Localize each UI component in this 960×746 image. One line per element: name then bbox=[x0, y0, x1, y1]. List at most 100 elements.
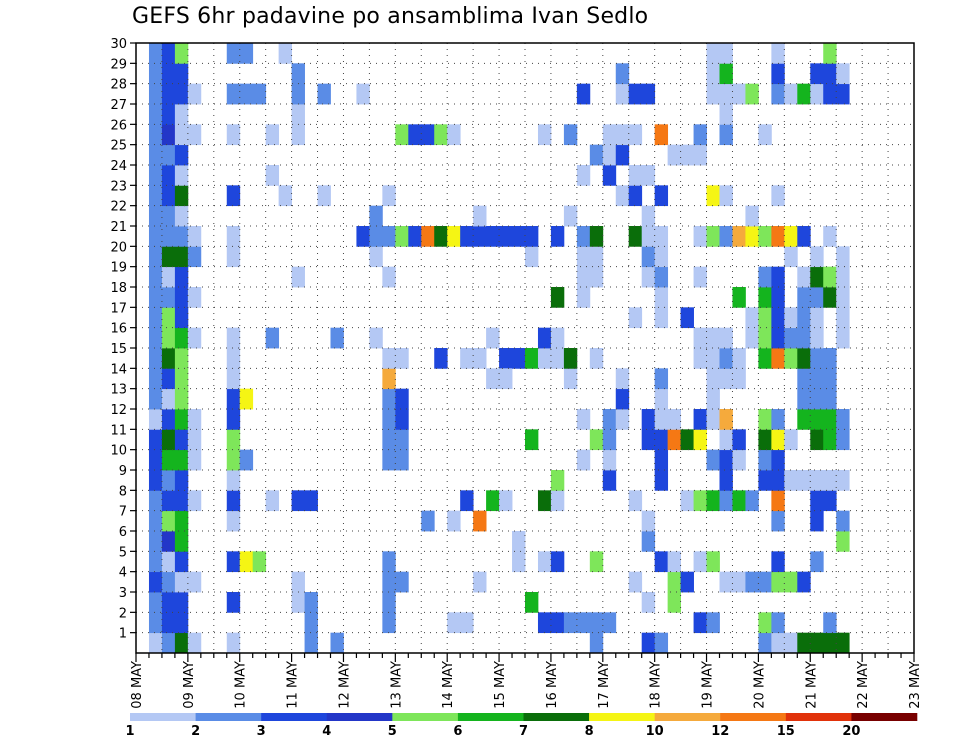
heatmap-cell bbox=[615, 83, 630, 105]
y-tick-label: 25 bbox=[110, 139, 127, 154]
heatmap-cell bbox=[395, 571, 409, 593]
legend-swatch bbox=[195, 713, 262, 721]
y-tick-label: 29 bbox=[110, 57, 127, 72]
heatmap-cell bbox=[382, 592, 396, 613]
heatmap-cell bbox=[486, 327, 500, 349]
heatmap-cell bbox=[758, 612, 772, 634]
heatmap-cell bbox=[148, 226, 163, 247]
heatmap-cell bbox=[771, 490, 785, 512]
heatmap-cell bbox=[291, 124, 305, 146]
heatmap-cell bbox=[148, 83, 163, 105]
heatmap-cell bbox=[563, 368, 578, 390]
heatmap-cell bbox=[161, 287, 176, 308]
heatmap-cell bbox=[641, 632, 656, 654]
heatmap-cell bbox=[823, 63, 837, 85]
heatmap-cell bbox=[823, 429, 837, 451]
heatmap-cell bbox=[706, 449, 720, 471]
heatmap-cell bbox=[161, 83, 176, 105]
x-tick-label: 12 MAY bbox=[338, 661, 353, 709]
heatmap-cell bbox=[693, 266, 707, 288]
heatmap-cell bbox=[161, 449, 176, 471]
heatmap-cell bbox=[758, 226, 772, 247]
heatmap-cell bbox=[810, 246, 824, 268]
heatmap-cell bbox=[654, 226, 669, 247]
heatmap-cell bbox=[187, 226, 202, 247]
cells-layer bbox=[148, 43, 850, 654]
heatmap-cell bbox=[836, 246, 850, 268]
heatmap-cell bbox=[771, 551, 785, 573]
heatmap-cell bbox=[174, 307, 189, 329]
heatmap-cell bbox=[356, 226, 370, 247]
heatmap-cell bbox=[187, 83, 202, 105]
heatmap-cell bbox=[680, 490, 694, 512]
heatmap-cell bbox=[602, 449, 617, 471]
heatmap-cell bbox=[512, 348, 526, 369]
heatmap-cell bbox=[823, 632, 837, 654]
heatmap-cell bbox=[330, 632, 344, 654]
heatmap-cell bbox=[810, 632, 824, 654]
heatmap-cell bbox=[148, 531, 163, 552]
y-tick-label: 13 bbox=[110, 383, 127, 398]
heatmap-cell bbox=[641, 83, 656, 105]
legend-swatch bbox=[261, 713, 328, 721]
y-tick-label: 11 bbox=[110, 423, 127, 438]
heatmap-cell bbox=[161, 531, 176, 552]
heatmap-cell bbox=[771, 510, 785, 532]
heatmap-cell bbox=[537, 327, 552, 349]
y-tick-label: 23 bbox=[110, 179, 127, 194]
heatmap-cell bbox=[226, 409, 241, 430]
x-tick-label: 09 MAY bbox=[182, 661, 197, 709]
heatmap-cell bbox=[161, 551, 176, 573]
axis-layer: 1234567891011121314151617181920212223242… bbox=[110, 37, 923, 709]
heatmap-cell bbox=[784, 226, 798, 247]
heatmap-cell bbox=[732, 368, 746, 390]
heatmap-cell bbox=[810, 63, 824, 85]
heatmap-cell bbox=[174, 632, 189, 654]
heatmap-cell bbox=[797, 409, 811, 430]
heatmap-cell bbox=[174, 63, 189, 85]
heatmap-cell bbox=[797, 470, 811, 491]
y-tick-label: 16 bbox=[110, 322, 127, 337]
heatmap-cell bbox=[745, 83, 759, 105]
legend-label: 7 bbox=[519, 724, 528, 739]
heatmap-cell bbox=[784, 571, 798, 593]
heatmap-cell bbox=[654, 470, 669, 491]
heatmap-cell bbox=[576, 165, 591, 186]
heatmap-cell bbox=[836, 510, 850, 532]
legend-swatch bbox=[851, 713, 918, 721]
heatmap-cell bbox=[473, 205, 487, 227]
y-tick-label: 8 bbox=[119, 484, 127, 499]
heatmap-cell bbox=[615, 388, 630, 410]
heatmap-cell bbox=[615, 144, 630, 166]
heatmap-cell bbox=[810, 409, 824, 430]
heatmap-cell bbox=[706, 185, 720, 207]
heatmap-cell bbox=[525, 592, 539, 613]
heatmap-cell bbox=[836, 327, 850, 349]
legend-label: 10 bbox=[646, 724, 664, 739]
heatmap-cell bbox=[693, 409, 707, 430]
heatmap-cell bbox=[797, 287, 811, 308]
heatmap-cell bbox=[291, 104, 305, 125]
heatmap-cell bbox=[161, 63, 176, 85]
y-tick-label: 5 bbox=[119, 545, 127, 560]
heatmap-cell bbox=[447, 612, 461, 634]
heatmap-cell bbox=[525, 226, 539, 247]
y-tick-label: 22 bbox=[110, 200, 127, 215]
heatmap-cell bbox=[654, 185, 669, 207]
heatmap-cell bbox=[148, 429, 163, 451]
y-tick-label: 4 bbox=[119, 566, 127, 581]
heatmap-cell bbox=[174, 185, 189, 207]
heatmap-cell bbox=[148, 185, 163, 207]
heatmap-cell bbox=[732, 571, 746, 593]
heatmap-cell bbox=[719, 226, 733, 247]
heatmap-cell bbox=[525, 348, 539, 369]
heatmap-cell bbox=[706, 43, 720, 64]
heatmap-cell bbox=[823, 43, 837, 64]
y-tick-label: 10 bbox=[110, 444, 127, 459]
heatmap-cell bbox=[667, 571, 681, 593]
heatmap-cell bbox=[382, 429, 396, 451]
heatmap-cell bbox=[226, 449, 241, 471]
heatmap-cell bbox=[174, 388, 189, 410]
heatmap-cell bbox=[226, 83, 241, 105]
